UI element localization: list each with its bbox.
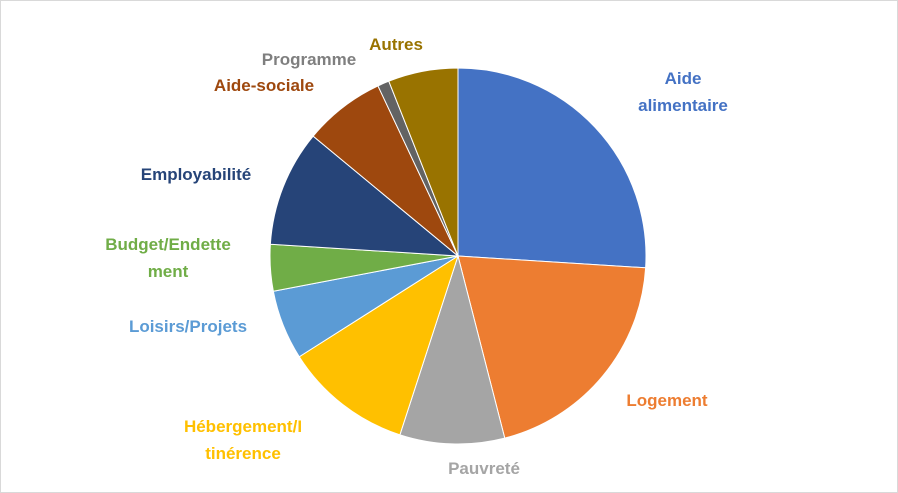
pie-slice <box>457 255 647 439</box>
slice-label: Aide alimentaire <box>638 69 728 115</box>
slice-label: Aide-sociale <box>214 76 314 95</box>
pie-slice <box>298 254 459 436</box>
slice-label: Programme <box>262 50 356 69</box>
pie-slice <box>388 67 459 257</box>
slice-label: Pauvreté <box>448 459 520 478</box>
slice-label: Employabilité <box>141 165 252 184</box>
slice-label: Logement <box>626 391 708 410</box>
slice-label: Budget/Endette ment <box>105 235 231 281</box>
slice-label: Loisirs/Projets <box>129 317 247 336</box>
pie-slice <box>399 254 506 445</box>
slice-label: Autres <box>369 35 423 54</box>
pie-slice <box>269 135 460 257</box>
slice-label: Hébergement/I tinérence <box>184 417 302 463</box>
pie-slice <box>457 67 647 269</box>
